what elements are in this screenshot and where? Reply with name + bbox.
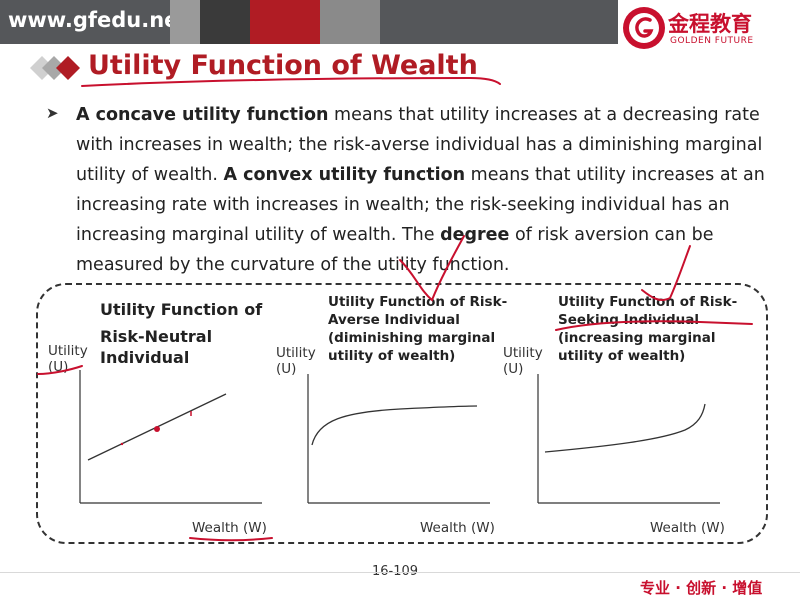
term-convex: A convex utility function [223, 165, 466, 185]
panel2-ylabel-line1: Utility [276, 345, 316, 361]
panel2-title: Utility Function of Risk- Averse Individ… [328, 293, 507, 365]
brand-subtitle: GOLDEN FUTURE [670, 36, 754, 46]
header-block-gray [170, 0, 200, 44]
panel1-ylabel-line1: Utility [48, 343, 88, 359]
logo-seal-icon [623, 7, 665, 49]
diagram-container [36, 283, 768, 544]
term-degree: degree [440, 225, 510, 245]
panel2-title-line3: (diminishing marginal [328, 330, 496, 346]
panel1-annotation-speck [120, 442, 124, 446]
text-concave: means that utility increases at a decrea… [76, 105, 763, 185]
text-convex: means that utility increases at an incre… [76, 165, 765, 245]
panel1-xlabel: Wealth (W) [192, 520, 267, 536]
slide-title: Utility Function of Wealth [88, 50, 478, 81]
panel1-annotation-dot [154, 426, 160, 432]
panel2-xlabel: Wealth (W) [420, 520, 495, 536]
handwritten-annotations [37, 76, 753, 542]
brand-logo: 金程教育 GOLDEN FUTURE [618, 0, 800, 58]
panel3-title-line1: Utility Function of Risk- [558, 294, 738, 310]
panel2-title-line1: Utility Function of Risk- [328, 294, 508, 310]
header-block-dark [200, 0, 250, 44]
panel3-ylabel-line2: (U) [503, 361, 524, 377]
panel1-title-line2: Risk-Neutral [100, 327, 213, 346]
panel3-convex-curve [544, 403, 706, 453]
panel2-axes [307, 374, 490, 504]
header-block-red [250, 0, 320, 44]
panel1-axes [79, 370, 262, 504]
panel2-concave-curve [311, 405, 478, 446]
panel3-title-line3: (increasing marginal [558, 330, 716, 346]
header-block-light [320, 0, 380, 44]
panel3-axes [537, 374, 720, 504]
panel2-title-line4: utility of wealth) [328, 348, 456, 364]
page-number: 16-109 [372, 564, 419, 579]
bullet-arrow-icon: ➤ [46, 104, 59, 122]
panel1-title-line3: Individual [100, 348, 190, 367]
panel2-title-line2: Averse Individual [328, 312, 460, 328]
panel2-ylabel: Utility (U) [276, 345, 316, 377]
panel1-title-line1: Utility Function of [100, 300, 263, 319]
brand-name: 金程教育 [668, 12, 752, 36]
site-url: www.gfedu.net [8, 8, 189, 32]
panel3-title: Utility Function of Risk- Seeking Indivi… [558, 293, 737, 365]
term-concave: A concave utility function [76, 105, 329, 125]
footer-divider [0, 572, 800, 573]
panel3-ylabel-line1: Utility [503, 345, 543, 361]
body-paragraph: A concave utility function means that ut… [76, 100, 766, 280]
panel3-ylabel: Utility (U) [503, 345, 543, 377]
panel3-xlabel: Wealth (W) [650, 520, 725, 536]
panel2-ylabel-line2: (U) [276, 361, 297, 377]
footer-slogan: 专业 · 创新 · 增值 [640, 579, 763, 597]
panel3-title-line4: utility of wealth) [558, 348, 686, 364]
panel1-title: Utility Function of Risk-Neutral Individ… [100, 296, 262, 372]
header-bar: www.gfedu.net [0, 0, 800, 44]
